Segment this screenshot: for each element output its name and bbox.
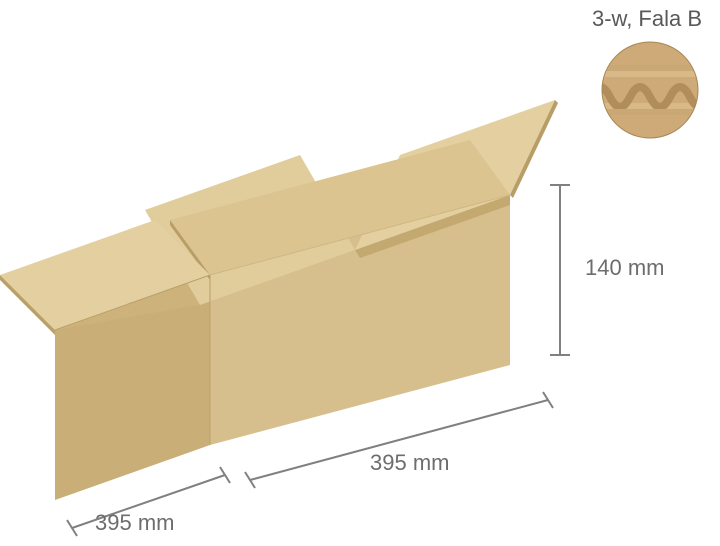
depth-label: 395 mm [370, 450, 449, 476]
width-label: 395 mm [95, 510, 174, 536]
height-label: 140 mm [585, 255, 664, 281]
flute-sample-icon [595, 35, 705, 145]
flute-type-label: 3-w, Fala B [592, 6, 702, 32]
